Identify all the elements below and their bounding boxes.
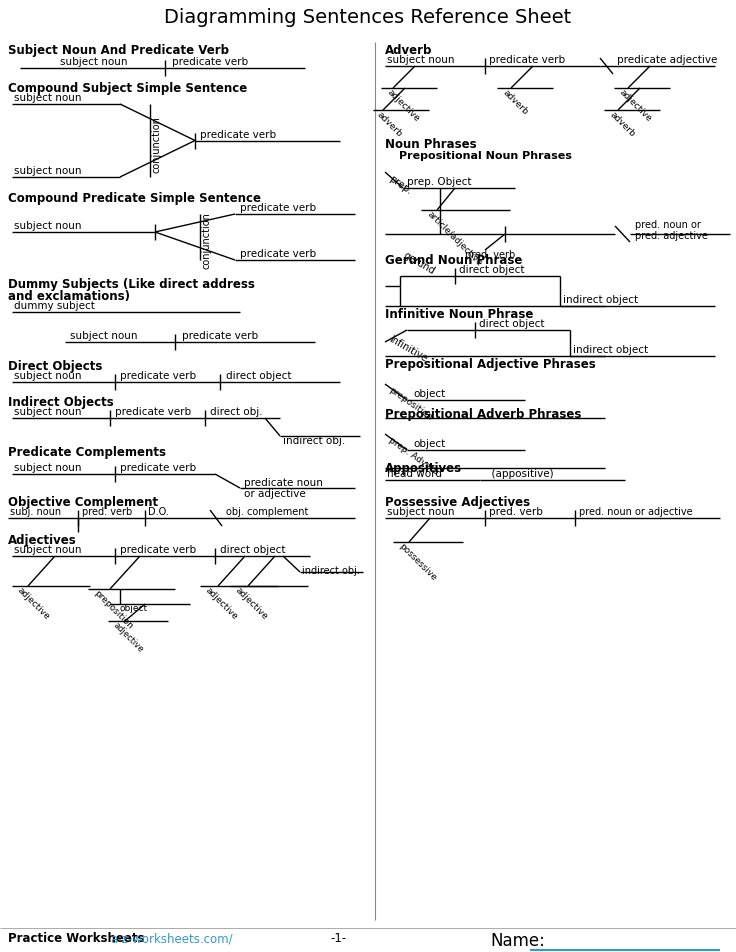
- Text: Predicate Complements: Predicate Complements: [8, 446, 166, 459]
- Text: adverb: adverb: [608, 110, 637, 139]
- Text: subject noun: subject noun: [60, 57, 127, 67]
- Text: D.O.: D.O.: [148, 507, 169, 517]
- Text: adjective: adjective: [385, 88, 421, 124]
- Text: pred. noun or adjective: pred. noun or adjective: [579, 507, 693, 517]
- Text: prep.: prep.: [387, 174, 414, 197]
- Text: predicate verb: predicate verb: [240, 203, 316, 213]
- Text: direct object: direct object: [226, 371, 291, 381]
- Text: adjective: adjective: [112, 621, 146, 655]
- Text: subject noun: subject noun: [14, 221, 82, 231]
- Text: predicate verb: predicate verb: [489, 55, 565, 65]
- Text: adjective: adjective: [234, 586, 270, 622]
- Text: Prepositional Noun Phrases: Prepositional Noun Phrases: [399, 151, 572, 161]
- Text: predicate verb: predicate verb: [182, 331, 258, 341]
- Text: preposition: preposition: [92, 589, 135, 631]
- Text: conjunction: conjunction: [152, 116, 162, 173]
- Text: indirect object: indirect object: [573, 345, 648, 355]
- Text: predicate verb: predicate verb: [200, 129, 276, 140]
- Text: -1-: -1-: [330, 932, 346, 945]
- Text: adjective: adjective: [204, 586, 240, 622]
- Text: prep. Adverb: prep. Adverb: [387, 436, 440, 477]
- Text: or adjective: or adjective: [244, 489, 305, 499]
- Text: subject noun: subject noun: [14, 371, 82, 381]
- Text: predicate adjective: predicate adjective: [617, 55, 718, 65]
- Text: infinitive: infinitive: [387, 334, 429, 364]
- Text: preposition: preposition: [387, 386, 434, 423]
- Text: subject noun: subject noun: [14, 166, 82, 176]
- Text: indirect obj.: indirect obj.: [283, 436, 345, 446]
- Text: Subject Noun And Predicate Verb: Subject Noun And Predicate Verb: [8, 44, 229, 57]
- Text: subj. noun: subj. noun: [10, 507, 61, 517]
- Text: indirect object: indirect object: [563, 295, 638, 305]
- Text: pred. verb: pred. verb: [465, 250, 515, 260]
- Text: Possessive Adjectives: Possessive Adjectives: [385, 496, 530, 509]
- Text: subject noun: subject noun: [14, 93, 82, 103]
- Text: Objective Complement: Objective Complement: [8, 496, 158, 509]
- Text: predicate verb: predicate verb: [115, 407, 191, 417]
- Text: conjunction: conjunction: [202, 212, 212, 269]
- Text: predicate verb: predicate verb: [172, 57, 248, 67]
- Text: direct object: direct object: [459, 265, 525, 275]
- Text: direct object: direct object: [220, 545, 286, 555]
- Text: predicate verb: predicate verb: [120, 463, 196, 473]
- Text: Prepositional Adjective Phrases: Prepositional Adjective Phrases: [385, 358, 595, 371]
- Text: Compound Subject Simple Sentence: Compound Subject Simple Sentence: [8, 82, 247, 95]
- Text: Practice Worksheets: Practice Worksheets: [8, 932, 144, 945]
- Text: Gerund Noun Phrase: Gerund Noun Phrase: [385, 254, 523, 267]
- Text: adverb: adverb: [501, 88, 530, 117]
- Text: pred. verb: pred. verb: [82, 507, 132, 517]
- Text: Compound Predicate Simple Sentence: Compound Predicate Simple Sentence: [8, 192, 261, 205]
- Text: obj. complement: obj. complement: [226, 507, 308, 517]
- Text: direct obj.: direct obj.: [210, 407, 263, 417]
- Text: Adverb: Adverb: [385, 44, 432, 57]
- Text: Diagramming Sentences Reference Sheet: Diagramming Sentences Reference Sheet: [164, 8, 572, 27]
- Text: pred. verb: pred. verb: [489, 507, 543, 517]
- Text: (appositive): (appositive): [485, 469, 553, 479]
- Text: predicate verb: predicate verb: [120, 545, 196, 555]
- Text: Appositives: Appositives: [385, 462, 462, 475]
- Text: predicate verb: predicate verb: [120, 371, 196, 381]
- Text: subject noun: subject noun: [14, 407, 82, 417]
- Text: object: object: [413, 439, 445, 449]
- Text: dummy subject: dummy subject: [14, 301, 95, 311]
- Text: Noun Phrases: Noun Phrases: [385, 138, 477, 151]
- Text: subject noun: subject noun: [70, 331, 138, 341]
- Text: Infinitive Noun Phrase: Infinitive Noun Phrase: [385, 308, 534, 321]
- Text: pred. noun or: pred. noun or: [635, 220, 701, 230]
- Text: Prepositional Adverb Phrases: Prepositional Adverb Phrases: [385, 408, 581, 421]
- Text: a-z-worksheets.com/: a-z-worksheets.com/: [110, 932, 233, 945]
- Text: predicate noun: predicate noun: [244, 478, 323, 488]
- Text: indirect obj.: indirect obj.: [302, 566, 360, 576]
- Text: adjective: adjective: [618, 88, 654, 124]
- Text: Name:: Name:: [490, 932, 545, 950]
- Text: object: object: [413, 389, 445, 399]
- Text: subject noun: subject noun: [387, 507, 455, 517]
- Text: direct object: direct object: [479, 319, 545, 329]
- Text: Direct Objects: Direct Objects: [8, 360, 102, 373]
- Text: adjective: adjective: [15, 586, 51, 622]
- Text: Dummy Subjects (Like direct address: Dummy Subjects (Like direct address: [8, 278, 255, 291]
- Text: gerund: gerund: [402, 250, 437, 276]
- Text: pred. adjective: pred. adjective: [635, 231, 708, 241]
- Text: and exclamations): and exclamations): [8, 290, 130, 303]
- Text: predicate verb: predicate verb: [240, 249, 316, 259]
- Text: subject noun: subject noun: [14, 545, 82, 555]
- Text: subject noun: subject noun: [387, 55, 455, 65]
- Text: object: object: [120, 604, 148, 613]
- Text: Indirect Objects: Indirect Objects: [8, 396, 114, 409]
- Text: adverb: adverb: [375, 110, 404, 139]
- Text: possessive: possessive: [397, 542, 438, 583]
- Text: head word: head word: [387, 469, 442, 479]
- Text: article/adjective: article/adjective: [425, 210, 484, 268]
- Text: prep. Object: prep. Object: [407, 177, 472, 187]
- Text: Adjectives: Adjectives: [8, 534, 77, 547]
- Text: subject noun: subject noun: [14, 463, 82, 473]
